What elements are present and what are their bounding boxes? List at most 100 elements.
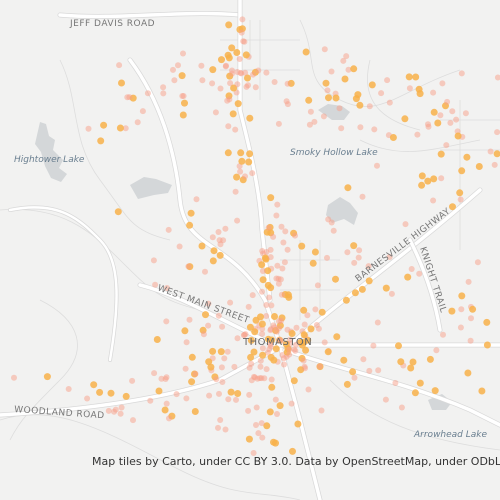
heat-point — [491, 161, 498, 168]
heat-point — [430, 89, 437, 96]
heat-point — [118, 404, 125, 411]
heat-point — [224, 149, 232, 157]
heat-point — [468, 315, 474, 322]
heat-point — [494, 129, 500, 136]
heat-point — [424, 177, 432, 185]
heat-point — [407, 364, 415, 372]
heat-point — [185, 263, 192, 270]
heat-point — [418, 172, 426, 180]
heat-point — [332, 275, 339, 283]
heat-point — [268, 302, 275, 309]
heat-point — [232, 188, 239, 195]
heat-point — [163, 374, 170, 381]
heat-point — [192, 370, 199, 377]
heat-point — [274, 411, 280, 417]
heat-point — [207, 363, 215, 371]
heat-point — [405, 73, 413, 81]
heat-point — [411, 389, 419, 397]
heat-point — [222, 63, 229, 70]
heat-point — [246, 114, 254, 122]
heat-point — [166, 415, 172, 422]
heat-point — [242, 173, 248, 180]
heat-point — [246, 323, 254, 331]
heat-point — [388, 290, 395, 297]
heat-point — [494, 74, 500, 81]
heat-point — [457, 324, 464, 331]
heat-point — [458, 306, 465, 313]
heat-point — [242, 51, 250, 59]
heat-point — [342, 296, 350, 304]
heat-point — [268, 376, 275, 383]
heat-point — [193, 196, 200, 203]
heat-point — [259, 276, 267, 284]
heat-point — [270, 438, 277, 446]
heat-point — [338, 125, 345, 132]
heat-point — [247, 353, 255, 361]
heat-point — [351, 259, 358, 266]
heat-point — [144, 90, 151, 97]
heat-point — [248, 360, 255, 367]
heat-point — [268, 383, 276, 391]
heat-point — [275, 120, 282, 127]
heat-point — [244, 74, 251, 82]
heat-point — [392, 380, 399, 386]
heat-point — [216, 390, 222, 397]
heat-point — [238, 157, 246, 165]
heat-point — [164, 285, 170, 291]
heat-point — [270, 356, 278, 364]
heat-point — [350, 65, 358, 73]
heat-point — [266, 408, 274, 416]
heat-point — [118, 79, 125, 87]
heat-point — [265, 224, 272, 231]
heat-point — [414, 131, 421, 138]
heat-point — [233, 396, 239, 403]
heat-point — [263, 366, 270, 373]
heat-point — [434, 119, 442, 127]
heat-point — [320, 113, 327, 120]
heat-point — [384, 77, 391, 84]
heat-point — [112, 406, 119, 413]
heat-point — [179, 93, 186, 99]
heat-point — [271, 79, 278, 85]
heat-point — [165, 226, 172, 233]
heat-point — [183, 395, 190, 402]
heat-point — [404, 273, 412, 281]
heat-point — [267, 341, 274, 348]
heat-point — [340, 356, 348, 364]
heat-point — [330, 227, 337, 234]
heat-point — [43, 373, 51, 381]
heat-point — [216, 251, 224, 259]
lake-label: Smoky Hollow Lake — [290, 148, 378, 158]
heat-point — [409, 358, 417, 366]
heat-point — [116, 62, 123, 69]
heat-point — [443, 142, 450, 149]
heat-point — [227, 80, 234, 87]
heat-point — [302, 365, 308, 372]
heat-point — [344, 184, 352, 192]
heat-point — [261, 375, 268, 382]
heat-point — [199, 77, 206, 84]
lake-label: Hightower Lake — [14, 155, 85, 165]
heat-point — [464, 369, 472, 377]
heat-point — [291, 346, 298, 353]
heat-point — [352, 95, 360, 103]
heat-point — [314, 282, 321, 289]
heat-point — [213, 376, 220, 383]
heat-point — [134, 119, 141, 126]
heat-point — [281, 259, 288, 266]
heat-point — [425, 123, 432, 130]
heat-point — [224, 348, 231, 355]
heat-point — [85, 125, 92, 132]
heat-point — [245, 303, 252, 310]
heat-point — [247, 336, 255, 344]
heat-point — [259, 325, 266, 332]
heat-point — [356, 247, 363, 254]
heat-point — [249, 170, 256, 177]
heat-point — [221, 355, 228, 362]
heat-point — [245, 407, 252, 414]
heat-point — [129, 377, 136, 384]
heat-point — [386, 254, 393, 260]
heat-point — [300, 331, 308, 339]
heat-point — [271, 313, 278, 320]
